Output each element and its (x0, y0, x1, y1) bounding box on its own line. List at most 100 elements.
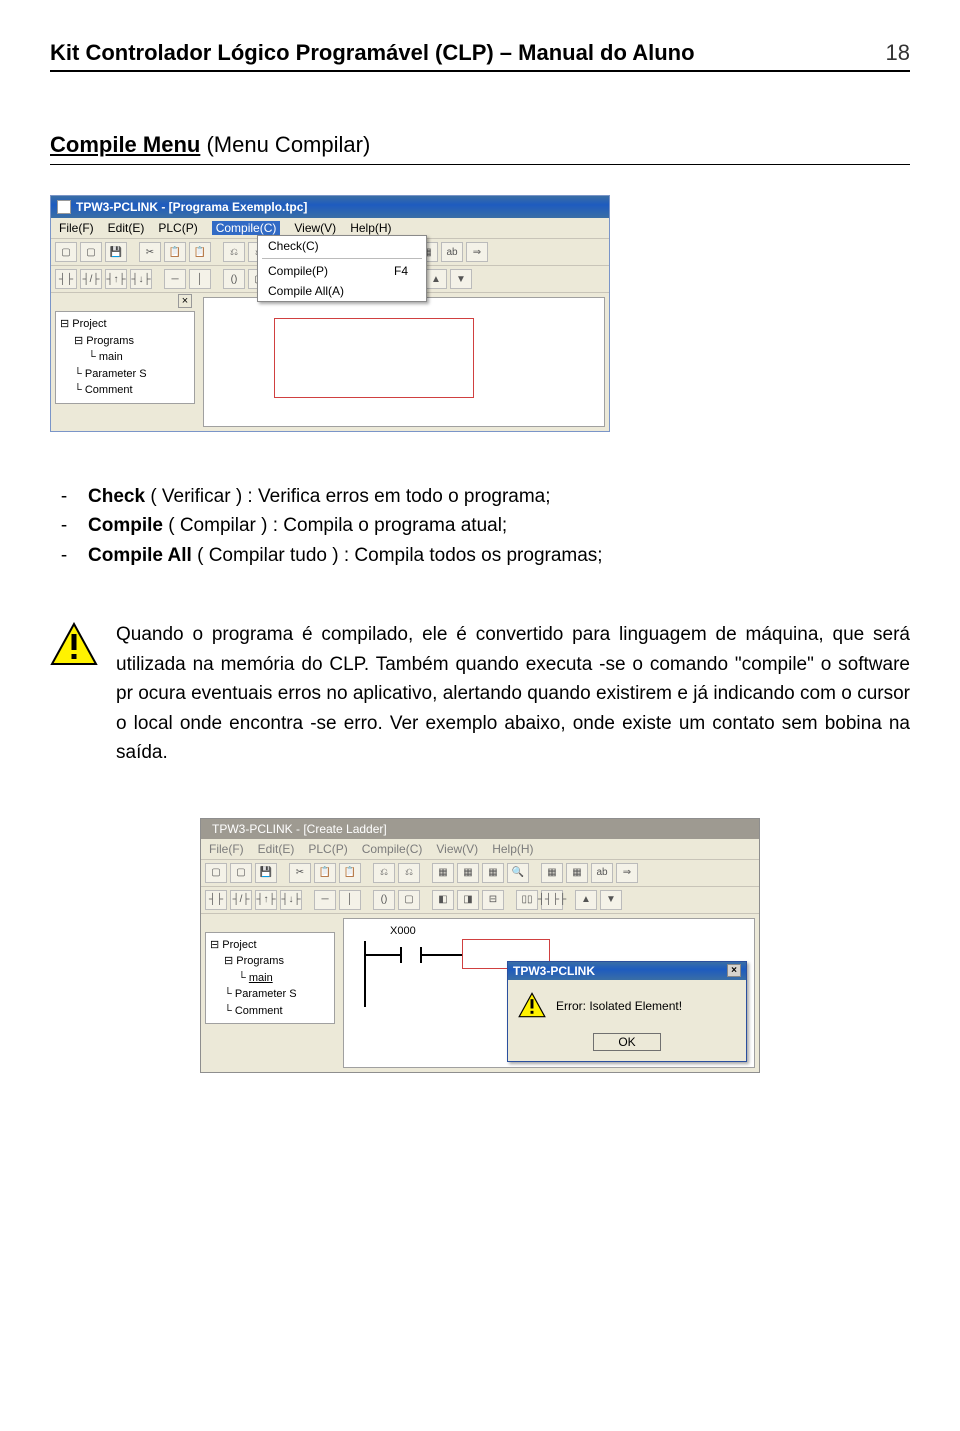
toolbar-button[interactable]: ⇒ (616, 863, 638, 883)
tree-project[interactable]: Project (72, 318, 106, 330)
project-tree-2[interactable]: ⊟ Project ⊟ Programs └ main └ Parameter … (205, 932, 335, 1025)
tree2-project[interactable]: Project (222, 939, 256, 951)
dash: - (50, 511, 78, 540)
tree2-comment[interactable]: Comment (235, 1005, 283, 1017)
toolbar-button[interactable]: ┤↑├ (255, 890, 277, 910)
toolbar-button[interactable]: ┤├ (55, 269, 77, 289)
toolbar-button[interactable]: () (223, 269, 245, 289)
def-compile-desc: Compila o programa atual; (278, 515, 507, 536)
menu-file[interactable]: File(F) (59, 221, 94, 235)
menu-edit-2[interactable]: Edit(E) (258, 842, 295, 856)
toolbar-button[interactable]: ▦ (432, 863, 454, 883)
toolbar-button[interactable]: ▲ (575, 890, 597, 910)
ladder-contact-label: X000 (390, 925, 416, 937)
toolbar-button[interactable]: 📋 (339, 863, 361, 883)
toolbar-button[interactable]: ▲ (425, 269, 447, 289)
menu-edit[interactable]: Edit(E) (108, 221, 145, 235)
tree2-programs[interactable]: Programs (236, 955, 284, 967)
def-compile-paren: ( Compilar ) : (168, 515, 278, 536)
tree2-main[interactable]: main (249, 972, 273, 984)
tree-close-icon[interactable]: × (178, 294, 192, 308)
tree-parameter[interactable]: Parameter S (85, 368, 147, 380)
toolbar-button[interactable]: ▢ (230, 863, 252, 883)
dialog-ok-button[interactable]: OK (593, 1033, 660, 1051)
dropdown-compile-all[interactable]: Compile All(A) (258, 281, 426, 301)
toolbar-button[interactable]: ▯▯ (516, 890, 538, 910)
menu-compile-2[interactable]: Compile(C) (362, 842, 423, 856)
dialog-close-button[interactable]: × (727, 964, 741, 977)
toolbar-button[interactable]: ┤/├ (230, 890, 252, 910)
warning-text: Quando o programa é compilado, ele é con… (116, 620, 910, 767)
toolbar-button[interactable]: ▦ (457, 863, 479, 883)
toolbar-button[interactable]: ▦ (566, 863, 588, 883)
dash: - (50, 482, 78, 511)
toolbar-button[interactable]: 🔍 (507, 863, 529, 883)
tree-comment[interactable]: Comment (85, 384, 133, 396)
toolbar-button[interactable]: ⇒ (466, 242, 488, 262)
menu-compile[interactable]: Compile(C) (212, 221, 281, 235)
toolbar-button (364, 863, 370, 883)
toolbar-button[interactable]: 💾 (105, 242, 127, 262)
toolbar-button (364, 890, 370, 910)
menu-plc[interactable]: PLC(P) (158, 221, 197, 235)
menu-help-2[interactable]: Help(H) (492, 842, 533, 856)
toolbar-button[interactable]: ▢ (55, 242, 77, 262)
toolbar-button[interactable]: ┤↓├ (280, 890, 302, 910)
toolbar-button[interactable]: ▢ (398, 890, 420, 910)
tree-main[interactable]: main (99, 351, 123, 363)
toolbar-button[interactable]: ┤/├ (80, 269, 102, 289)
menu-help[interactable]: Help(H) (350, 221, 391, 235)
toolbar-2-row-1: ▢▢💾✂📋📋⎌⎌▦▦▦🔍▦▦ab⇒ (201, 860, 759, 887)
tree2-parameter[interactable]: Parameter S (235, 988, 297, 1000)
toolbar-button[interactable]: ✂ (289, 863, 311, 883)
toolbar-button[interactable]: 📋 (314, 863, 336, 883)
window-title-2: TPW3-PCLINK - [Create Ladder] (212, 822, 387, 836)
toolbar-button[interactable]: 📋 (164, 242, 186, 262)
toolbar-button[interactable]: ab (591, 863, 613, 883)
toolbar-button[interactable]: 📋 (189, 242, 211, 262)
toolbar-button[interactable]: ▼ (600, 890, 622, 910)
menu-view[interactable]: View(V) (294, 221, 336, 235)
toolbar-button[interactable]: 💾 (255, 863, 277, 883)
dropdown-compile[interactable]: Compile(P) F4 (258, 261, 426, 281)
toolbar-button[interactable]: ▦ (541, 863, 563, 883)
toolbar-button[interactable]: ⎌ (373, 863, 395, 883)
project-tree-1[interactable]: × ⊟ Project ⊟ Programs └ main └ Paramete… (55, 311, 195, 404)
toolbar-button[interactable]: ⎌ (223, 242, 245, 262)
tree-programs[interactable]: Programs (86, 335, 134, 347)
toolbar-button[interactable]: ⎌ (398, 863, 420, 883)
window-title-1: TPW3-PCLINK - [Programa Exemplo.tpc] (76, 200, 307, 214)
toolbar-button[interactable]: ─ (314, 890, 336, 910)
toolbar-button[interactable]: │ (189, 269, 211, 289)
dialog-button-row: OK (508, 1033, 746, 1061)
toolbar-button[interactable]: ┤├ (205, 890, 227, 910)
toolbar-button[interactable]: ┤┤├├ (541, 890, 563, 910)
menu-view-2[interactable]: View(V) (436, 842, 478, 856)
toolbar-button[interactable]: ▦ (482, 863, 504, 883)
warning-block: Quando o programa é compilado, ele é con… (50, 620, 910, 767)
toolbar-button[interactable]: ✂ (139, 242, 161, 262)
toolbar-button[interactable]: ab (441, 242, 463, 262)
toolbar-button[interactable]: ▢ (80, 242, 102, 262)
toolbar-button[interactable]: () (373, 890, 395, 910)
toolbar-button[interactable]: ─ (164, 269, 186, 289)
toolbar-button[interactable]: ▢ (205, 863, 227, 883)
toolbar-button[interactable]: ◨ (457, 890, 479, 910)
def-row-compile: - Compile ( Compilar ) : Compila o progr… (50, 511, 910, 540)
dropdown-compile-all-label: Compile All(A) (268, 284, 344, 298)
def-row-check: - Check ( Verificar ) : Verifica erros e… (50, 482, 910, 511)
def-compileall-term: Compile All (88, 545, 197, 566)
ladder-editor-1[interactable] (203, 297, 605, 427)
def-row-compileall: - Compile All ( Compilar tudo ) : Compil… (50, 541, 910, 570)
toolbar-button[interactable]: ┤↑├ (105, 269, 127, 289)
toolbar-button[interactable]: ┤↓├ (130, 269, 152, 289)
dropdown-compile-label: Compile(P) (268, 264, 328, 278)
menu-file-2[interactable]: File(F) (209, 842, 244, 856)
titlebar-1: TPW3-PCLINK - [Programa Exemplo.tpc] (51, 196, 609, 218)
toolbar-button[interactable]: │ (339, 890, 361, 910)
toolbar-button[interactable]: ▼ (450, 269, 472, 289)
menu-plc-2[interactable]: PLC(P) (308, 842, 347, 856)
toolbar-button[interactable]: ⊟ (482, 890, 504, 910)
dropdown-check[interactable]: Check(C) (258, 236, 426, 256)
toolbar-button[interactable]: ◧ (432, 890, 454, 910)
